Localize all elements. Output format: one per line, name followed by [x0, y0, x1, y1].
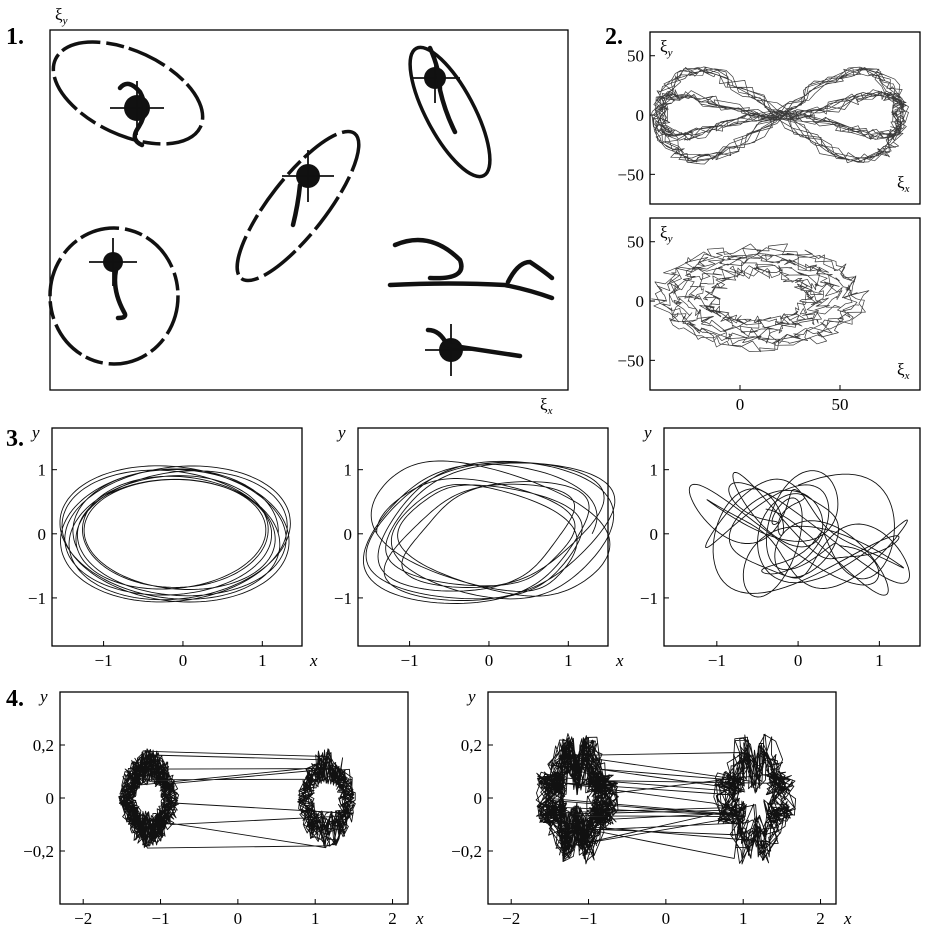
- attractor-tail-6: [425, 327, 523, 359]
- panel-3-left-ylabel: y: [30, 423, 40, 442]
- panel-3-middle-trace: [362, 460, 616, 604]
- panel-3-left-xtick-label: −1: [95, 651, 113, 670]
- panel-4-right-ylabel: y: [466, 687, 476, 706]
- panel-3-right-ytick-label: −1: [640, 589, 658, 608]
- panel-3-middle-ytick-label: 0: [344, 525, 353, 544]
- panel-2-bottom-ylabel: ξy: [660, 223, 673, 245]
- panel-4: 4. 0,2 0 −0,2 −2 −1 0 1 2 y x 0,2 0 −0,2 −2 −1 0 1 2 y x: [6, 686, 852, 928]
- panel-3-right-ytick-label: 1: [650, 461, 659, 480]
- panel-2-top-ytick-label: 50: [627, 47, 644, 66]
- panel-4-right-xtick-label: −2: [502, 909, 520, 928]
- panel-4-label: 4.: [6, 686, 24, 712]
- panel-4-left: 0,2 0 −0,2 −2 −1 0 1 2 y x: [23, 687, 424, 928]
- panel-3-middle-xtick-label: −1: [401, 651, 419, 670]
- panel-2-top-ytick-label: −50: [617, 165, 644, 184]
- panel-3-right-trace: [688, 470, 910, 598]
- panel-3-left-ytick-label: −1: [28, 589, 46, 608]
- attractor-tail-3: [290, 182, 303, 228]
- panel-4-left-ytick-label: 0: [46, 789, 55, 808]
- panel-3-middle-ytick-label: 1: [344, 461, 353, 480]
- panel-1-ylabel: ξy: [55, 5, 68, 27]
- panel-3-right-ytick-label: 0: [650, 525, 659, 544]
- attractor-tail-2: [427, 45, 458, 135]
- panel-4-left-frame: [59, 691, 409, 905]
- panel-4-left-xtick-label: 2: [388, 909, 397, 928]
- panel-3-middle-frame: [357, 427, 609, 647]
- panel-3-middle-xlabel: x: [615, 651, 624, 670]
- panel-4-right-xtick-label: 0: [662, 909, 671, 928]
- panel-3-left-trace: [59, 465, 291, 603]
- panel-2-top-ytick-label: 0: [636, 106, 645, 125]
- attractor-tail-1: [117, 81, 147, 148]
- attractor-tail-4: [112, 267, 128, 321]
- panel-3-right-xtick-label: −1: [708, 651, 726, 670]
- panel-4-left-xtick-label: −2: [74, 909, 92, 928]
- panel-3-middle-ytick-label: −1: [334, 589, 352, 608]
- panel-1-xlabel: ξx: [540, 395, 553, 417]
- panel-4-right-ytick-label: 0: [474, 789, 483, 808]
- panel-2-bottom-frame: [649, 217, 921, 391]
- panel-3-left-frame: [51, 427, 303, 647]
- attractor-loop-1: [51, 40, 205, 146]
- panel-2-top-ticks: 50 0 −50: [617, 47, 655, 184]
- panel-2-bottom-ytick-label: 0: [636, 292, 645, 311]
- panel-4-left-xlabel: x: [415, 909, 424, 928]
- panel-4-left-xtick-label: −1: [151, 909, 169, 928]
- panel-4-right: 0,2 0 −0,2 −2 −1 0 1 2 y x: [451, 687, 852, 928]
- panel-4-left-ytick-label: −0,2: [23, 842, 54, 861]
- panel-4-right-xtick-label: 1: [739, 909, 748, 928]
- panel-2-top-art: [651, 66, 909, 165]
- panel-3-right-xtick-label: 1: [875, 651, 884, 670]
- panel-4-right-xtick-label: −1: [579, 909, 597, 928]
- panel-2-bottom-xlabel: ξx: [897, 360, 910, 382]
- attractor-curve-5: [387, 237, 555, 301]
- panel-2-bottom-xtick-label: 50: [832, 395, 849, 414]
- panel-3-label: 3.: [6, 426, 24, 452]
- panel-3-left: 1 0 −1 −1 0 1 y x: [28, 423, 318, 670]
- panel-4-right-ytick-label: 0,2: [461, 736, 482, 755]
- panel-3: 3. 1 0 −1 −1 0 1 y x 1 0 −1 −1 0 1 y x 1 0 −1 −1 0 1 y x: [6, 423, 921, 670]
- panel-4-right-xtick-label: 2: [816, 909, 825, 928]
- panel-4-left-xtick-label: 0: [234, 909, 243, 928]
- panel-4-left-ylabel: y: [38, 687, 48, 706]
- panel-4-right-ytick-label: −0,2: [451, 842, 482, 861]
- panel-2-label: 2.: [605, 24, 623, 50]
- panel-1-art: [48, 40, 555, 376]
- panel-1: 1. ξy ξx: [6, 5, 569, 417]
- panel-4-left-trace: [118, 748, 356, 849]
- panel-3-right-ylabel: y: [642, 423, 652, 442]
- panel-3-middle-xtick-label: 1: [564, 651, 573, 670]
- panel-3-left-xlabel: x: [309, 651, 318, 670]
- panel-2-bottom-art: [651, 243, 870, 353]
- panel-2-bottom-ytick-label: −50: [617, 351, 644, 370]
- panel-4-right-xlabel: x: [843, 909, 852, 928]
- attractor-loop-4: [48, 226, 180, 366]
- panel-2-top-trace: [651, 66, 909, 165]
- panel-1-label: 1.: [6, 24, 24, 50]
- panel-3-left-ytick-label: 1: [38, 461, 47, 480]
- panel-3-right-xtick-label: 0: [794, 651, 803, 670]
- panel-4-left-xtick-label: 1: [311, 909, 320, 928]
- panel-2: 2. ξy ξx 50 0 −50 ξy ξx 50 0 −50 0 50: [605, 24, 921, 414]
- panel-2-bottom-xtick-label: 0: [736, 395, 745, 414]
- panel-3-middle: 1 0 −1 −1 0 1 y x: [334, 423, 624, 670]
- panel-2-top-xlabel: ξx: [897, 173, 910, 195]
- panel-2-bottom-trace: [651, 243, 870, 353]
- panel-4-right-trace: [535, 733, 797, 865]
- panel-4-left-ytick-label: 0,2: [33, 736, 54, 755]
- panel-2-top-ylabel: ξy: [660, 37, 673, 59]
- panel-2-bottom-ticks: 50 0 −50 0 50: [617, 233, 848, 414]
- panel-3-left-ytick-label: 0: [38, 525, 47, 544]
- panel-3-left-xtick-label: 0: [179, 651, 188, 670]
- panel-3-right-frame: [663, 427, 921, 647]
- attractor-loop-3: [235, 129, 361, 283]
- panel-2-bottom-ytick-label: 50: [627, 233, 644, 252]
- panel-3-middle-xtick-label: 0: [485, 651, 494, 670]
- panel-3-left-xtick-label: 1: [258, 651, 267, 670]
- panel-3-middle-ylabel: y: [336, 423, 346, 442]
- attractor-loop-2: [408, 45, 492, 179]
